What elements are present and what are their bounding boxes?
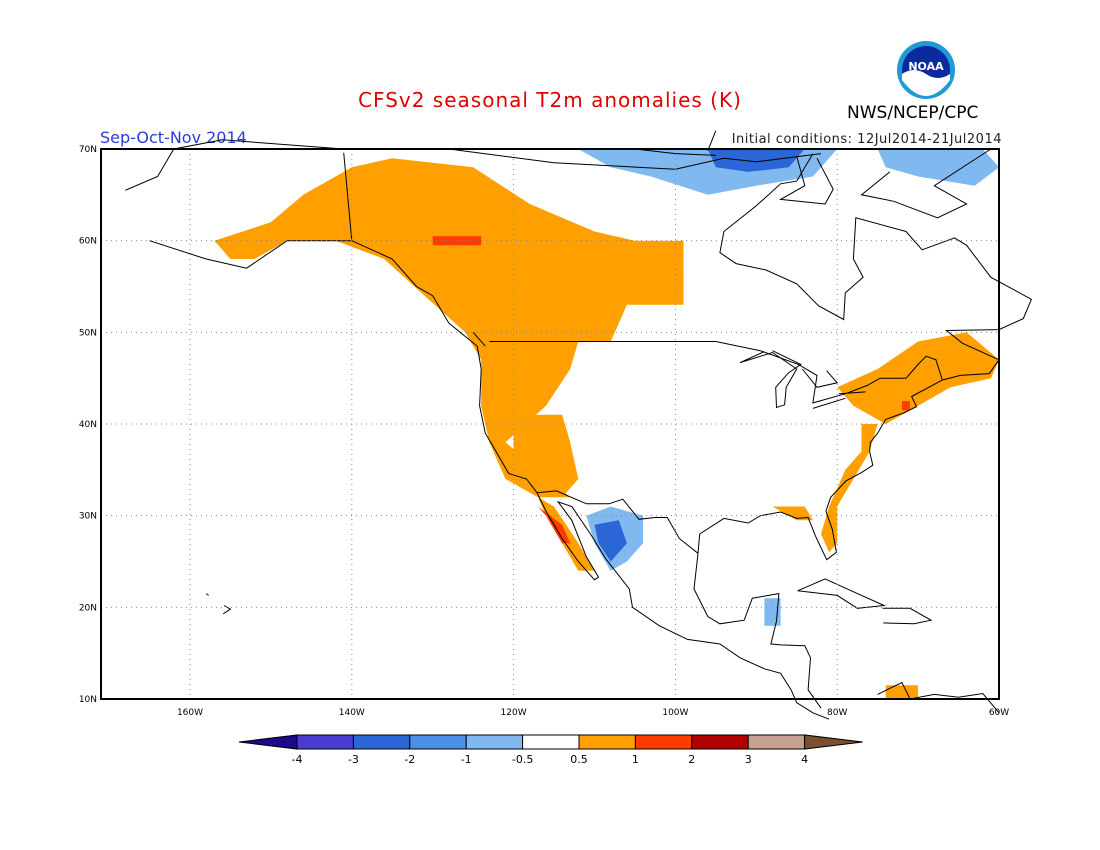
colorbar-segment bbox=[747, 734, 806, 750]
anomaly-region-gulf-coast-warm bbox=[772, 506, 813, 521]
anomaly-region-mexico-cool-core bbox=[594, 520, 627, 562]
latitude-label: 10N bbox=[79, 695, 97, 705]
coastline-segment bbox=[697, 153, 1033, 561]
agency-label: NWS/NCEP/CPC bbox=[847, 103, 979, 123]
longitude-labels: 160W 140W 120W 100W 80W 60W bbox=[177, 708, 1009, 718]
colorbar-tick-label: 0.5 bbox=[570, 753, 588, 766]
longitude-label: 120W bbox=[501, 708, 527, 718]
noaa-logo: NOAA bbox=[897, 41, 955, 99]
colorbar-segment bbox=[296, 734, 354, 750]
colorbar-tick-label: 2 bbox=[688, 753, 695, 766]
logo-text: NOAA bbox=[908, 60, 944, 73]
latitude-label: 40N bbox=[79, 420, 97, 430]
coastline-segment bbox=[739, 350, 802, 409]
latitude-label: 20N bbox=[79, 603, 97, 613]
colorbar-tick-label: -2 bbox=[404, 753, 415, 766]
anomaly-region-new-england-hot-spot bbox=[901, 401, 910, 411]
coastline-segment bbox=[693, 553, 822, 709]
colorbar: -4 -3 -2 -1 -0.5 0.5 1 2 3 4 bbox=[238, 734, 863, 766]
anomaly-region-southeast-coast-warm bbox=[821, 424, 878, 553]
latitude-label: 70N bbox=[79, 145, 97, 155]
coastline-segment bbox=[149, 240, 830, 720]
coastline-segment bbox=[802, 368, 839, 388]
colorbar-segment bbox=[352, 734, 411, 750]
longitude-label: 100W bbox=[662, 708, 688, 718]
colorbar-tick-label: 1 bbox=[632, 753, 639, 766]
colorbar-tick-label: 3 bbox=[745, 753, 752, 766]
colorbar-tick-label: -0.5 bbox=[512, 753, 533, 766]
colorbar-tick-label: -3 bbox=[348, 753, 359, 766]
colorbar-tick-label: 4 bbox=[801, 753, 808, 766]
coastline-segment bbox=[472, 331, 486, 347]
coastline-segment bbox=[343, 152, 353, 241]
coastline-segment bbox=[778, 156, 834, 205]
colorbar-tick-label: -4 bbox=[292, 753, 303, 766]
colorbar-segment bbox=[409, 734, 467, 750]
colorbar-high-arrow bbox=[804, 734, 863, 750]
latitude-label: 30N bbox=[79, 512, 97, 522]
coastline-segment bbox=[205, 593, 209, 596]
latitude-labels: 70N 60N 50N 40N 30N 20N 10N bbox=[79, 145, 97, 705]
map-frame bbox=[100, 148, 1000, 700]
coastlines-layer bbox=[125, 130, 1033, 720]
anomaly-region-caribbean-warm bbox=[885, 685, 919, 699]
colorbar-low-arrow bbox=[238, 734, 298, 750]
colorbar-segment bbox=[691, 734, 749, 750]
latitude-label: 60N bbox=[79, 237, 97, 247]
coastline-segment bbox=[812, 397, 846, 409]
coastline-segment bbox=[489, 341, 943, 404]
colorbar-segment bbox=[522, 734, 580, 750]
initial-conditions: Initial conditions: 12Jul2014-21Jul2014 bbox=[731, 132, 1002, 147]
coastline-segment bbox=[797, 578, 887, 609]
coastline-segment bbox=[222, 605, 232, 615]
anomaly-region-northeast-warm bbox=[837, 332, 999, 424]
anomaly-region-baja-warm bbox=[537, 497, 595, 571]
chart-title: CFSv2 seasonal T2m anomalies (K) bbox=[358, 88, 742, 112]
coastline-segment bbox=[537, 490, 699, 554]
colorbar-segment bbox=[578, 734, 636, 750]
colorbar-segment bbox=[634, 734, 693, 750]
anomaly-region-alaska-canada-west-warm bbox=[214, 158, 684, 498]
colorbar-segment bbox=[465, 734, 524, 750]
coastline-segment bbox=[860, 148, 992, 219]
coastline-segment bbox=[877, 681, 1000, 714]
anomaly-layer bbox=[214, 149, 999, 699]
longitude-label: 60W bbox=[989, 708, 1009, 718]
coastline-segment bbox=[838, 391, 866, 395]
colorbar-tick-label: -1 bbox=[461, 753, 472, 766]
longitude-label: 140W bbox=[339, 708, 365, 718]
coastline-segment bbox=[634, 148, 716, 156]
anomaly-region-arctic-cool-core bbox=[707, 149, 805, 172]
coastline-segment bbox=[707, 130, 717, 151]
anomaly-region-southwest-warm bbox=[513, 414, 579, 498]
latitude-label: 50N bbox=[79, 328, 97, 338]
longitude-label: 160W bbox=[177, 708, 203, 718]
longitude-label: 80W bbox=[827, 708, 847, 718]
anomaly-region-greenland-cool bbox=[877, 149, 999, 186]
coastline-segment bbox=[882, 607, 933, 625]
